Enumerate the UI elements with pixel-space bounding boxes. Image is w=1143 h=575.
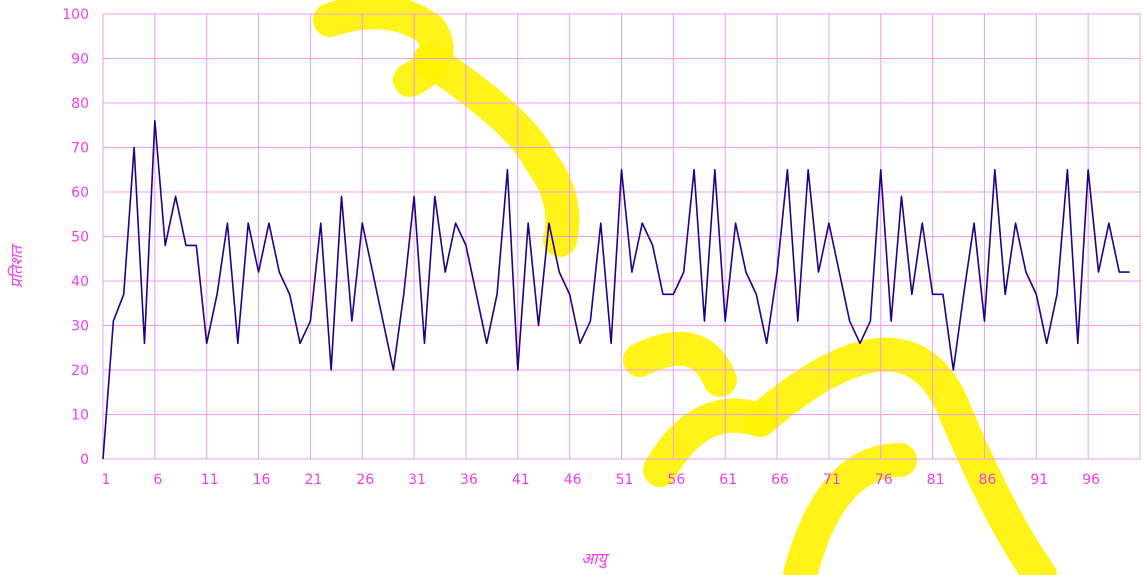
y-tick-label: 40 bbox=[71, 274, 89, 290]
watermark-logo bbox=[313, 0, 1057, 575]
x-tick-label: 66 bbox=[771, 472, 789, 488]
y-tick-label: 70 bbox=[71, 141, 89, 157]
x-tick-label: 11 bbox=[201, 472, 219, 488]
watermark-stroke bbox=[783, 443, 917, 575]
watermark-stroke bbox=[413, 43, 580, 257]
y-tick-label: 90 bbox=[71, 52, 89, 68]
x-tick-label: 81 bbox=[927, 472, 945, 488]
x-tick-label: 31 bbox=[408, 472, 426, 488]
y-tick-label: 10 bbox=[71, 408, 89, 424]
grid-lines bbox=[102, 13, 1141, 460]
x-tick-label: 1 bbox=[102, 472, 111, 488]
x-tick-label: 41 bbox=[512, 472, 530, 488]
x-tick-label: 36 bbox=[460, 472, 478, 488]
watermark-stroke bbox=[623, 331, 737, 397]
x-tick-label: 91 bbox=[1030, 472, 1048, 488]
x-tick-label: 21 bbox=[304, 472, 322, 488]
y-tick-label: 100 bbox=[62, 7, 89, 23]
y-tick-label: 50 bbox=[71, 230, 89, 246]
y-tick-label: 60 bbox=[71, 185, 89, 201]
y-axis-ticks: 0 10 20 30 40 50 60 70 80 90 100 bbox=[62, 7, 89, 468]
x-tick-label: 76 bbox=[875, 472, 893, 488]
x-tick-label: 56 bbox=[667, 472, 685, 488]
x-axis-ticks: 1 6 11 16 21 26 31 36 41 46 51 56 61 66 71 76 81 86 91 96 bbox=[102, 472, 1101, 488]
x-tick-label: 61 bbox=[719, 472, 737, 488]
y-tick-label: 0 bbox=[80, 452, 89, 468]
y-axis-label: प्रतिशत bbox=[7, 243, 26, 288]
x-tick-label: 16 bbox=[253, 472, 271, 488]
x-tick-label: 26 bbox=[356, 472, 374, 488]
x-tick-label: 96 bbox=[1082, 472, 1100, 488]
y-tick-label: 20 bbox=[71, 363, 89, 379]
x-axis-label: आयु bbox=[581, 549, 609, 569]
y-tick-label: 80 bbox=[71, 96, 89, 112]
x-tick-label: 71 bbox=[823, 472, 841, 488]
x-tick-label: 46 bbox=[564, 472, 582, 488]
x-tick-label: 86 bbox=[979, 472, 997, 488]
y-tick-label: 30 bbox=[71, 319, 89, 335]
x-tick-label: 6 bbox=[153, 472, 162, 488]
plot-frame bbox=[102, 13, 1141, 460]
series-group bbox=[102, 120, 1130, 460]
watermark-stroke bbox=[743, 337, 1057, 575]
series-line bbox=[102, 120, 1130, 460]
x-tick-label: 51 bbox=[616, 472, 634, 488]
